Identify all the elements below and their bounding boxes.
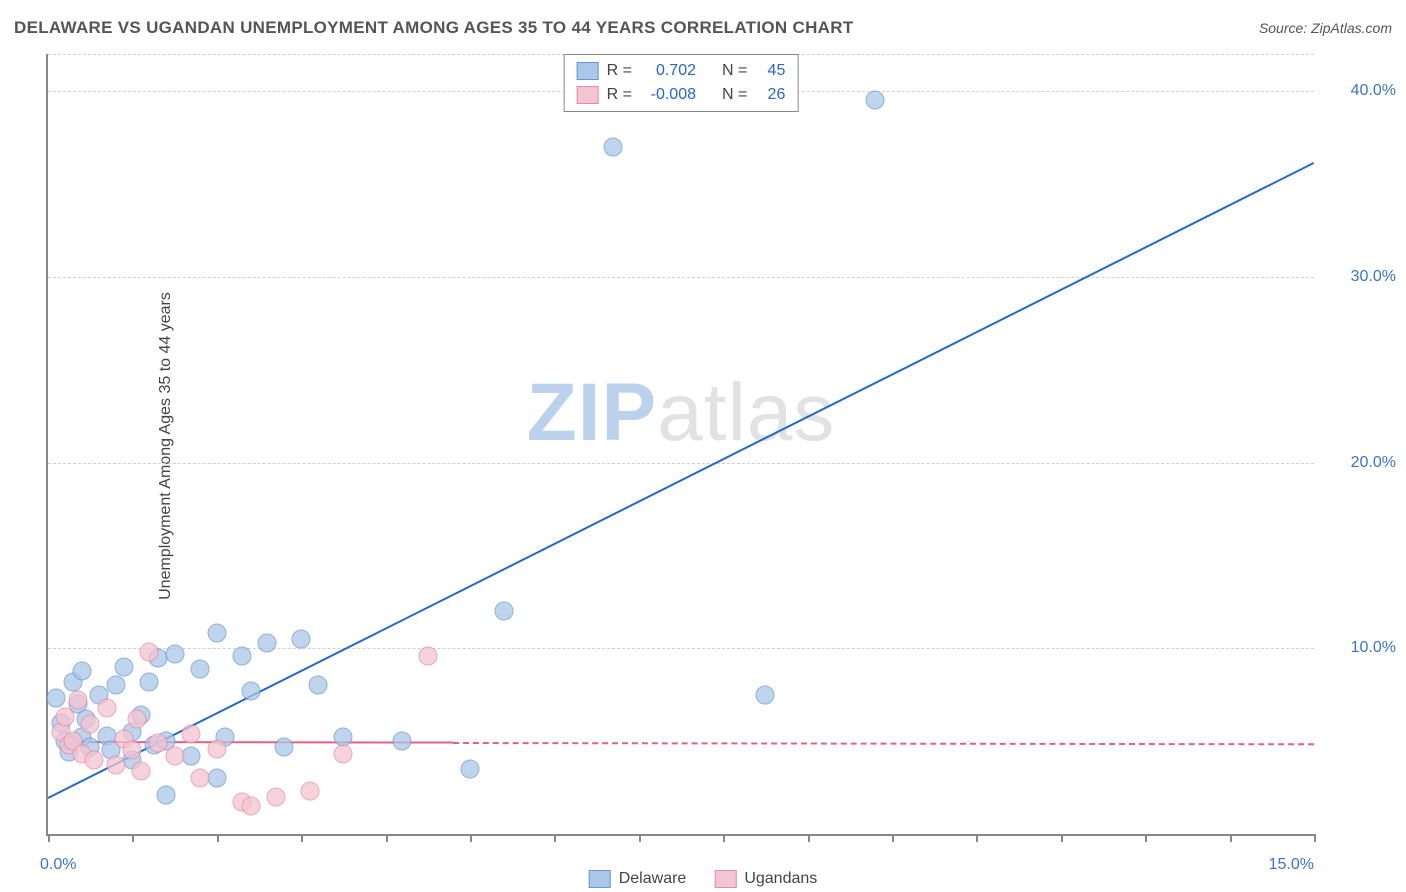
data-point: [68, 691, 87, 710]
data-point: [47, 689, 66, 708]
x-tick: [1145, 834, 1147, 842]
swatch-delaware: [577, 62, 599, 80]
chart-title: DELAWARE VS UGANDAN UNEMPLOYMENT AMONG A…: [14, 18, 854, 38]
y-tick-label: 20.0%: [1324, 454, 1396, 472]
x-tick: [1230, 834, 1232, 842]
data-point: [182, 747, 201, 766]
data-point: [165, 644, 184, 663]
data-point: [309, 676, 328, 695]
y-tick-label: 40.0%: [1324, 82, 1396, 100]
data-point: [207, 769, 226, 788]
data-point: [494, 602, 513, 621]
data-point: [756, 685, 775, 704]
x-tick: [1314, 834, 1316, 842]
swatch-ugandans: [577, 86, 599, 104]
legend-row-ugandans: R = -0.008 N = 26: [577, 83, 786, 107]
r-label: R =: [607, 83, 632, 107]
watermark-atlas: atlas: [657, 367, 835, 458]
data-point: [233, 646, 252, 665]
data-point: [300, 782, 319, 801]
data-point: [334, 745, 353, 764]
x-tick: [723, 834, 725, 842]
gridline-h: [48, 277, 1314, 278]
source-attribution: Source: ZipAtlas.com: [1259, 20, 1392, 36]
data-point: [393, 732, 412, 751]
data-point: [190, 769, 209, 788]
swatch-ugandans: [714, 870, 736, 888]
x-tick: [132, 834, 134, 842]
data-point: [114, 657, 133, 676]
data-point: [292, 630, 311, 649]
data-point: [123, 741, 142, 760]
x-tick: [386, 834, 388, 842]
x-tick: [554, 834, 556, 842]
data-point: [140, 643, 159, 662]
y-tick-label: 10.0%: [1324, 639, 1396, 657]
data-point: [72, 661, 91, 680]
y-tick-label: 30.0%: [1324, 268, 1396, 286]
trend-line: [48, 162, 1315, 799]
n-label: N =: [722, 83, 747, 107]
data-point: [127, 709, 146, 728]
watermark-zip: ZIP: [527, 367, 658, 458]
x-tick: [639, 834, 641, 842]
n-value-delaware: 45: [755, 59, 785, 83]
n-value-ugandans: 26: [755, 83, 785, 107]
trend-line: [453, 742, 1314, 745]
data-point: [604, 137, 623, 156]
legend-row-delaware: R = 0.702 N = 45: [577, 59, 786, 83]
data-point: [866, 91, 885, 110]
r-value-delaware: 0.702: [640, 59, 696, 83]
data-point: [98, 698, 117, 717]
r-label: R =: [607, 59, 632, 83]
data-point: [258, 633, 277, 652]
x-tick-max: 15.0%: [1269, 856, 1314, 874]
correlation-legend: R = 0.702 N = 45 R = -0.008 N = 26: [564, 54, 799, 112]
legend-item-ugandans: Ugandans: [714, 870, 817, 888]
data-point: [182, 724, 201, 743]
data-point: [207, 739, 226, 758]
series-legend: Delaware Ugandans: [589, 870, 818, 888]
title-bar: DELAWARE VS UGANDAN UNEMPLOYMENT AMONG A…: [14, 18, 1392, 38]
data-point: [207, 624, 226, 643]
x-tick: [808, 834, 810, 842]
data-point: [461, 760, 480, 779]
data-point: [85, 750, 104, 769]
data-point: [157, 786, 176, 805]
data-point: [275, 737, 294, 756]
data-point: [55, 708, 74, 727]
data-point: [81, 715, 100, 734]
data-point: [131, 761, 150, 780]
x-tick: [976, 834, 978, 842]
legend-label: Ugandans: [744, 870, 817, 888]
data-point: [165, 747, 184, 766]
data-point: [148, 734, 167, 753]
data-point: [241, 682, 260, 701]
watermark: ZIPatlas: [527, 366, 836, 460]
data-point: [190, 659, 209, 678]
r-value-ugandans: -0.008: [640, 83, 696, 107]
data-point: [106, 676, 125, 695]
x-tick: [48, 834, 50, 842]
x-tick: [470, 834, 472, 842]
data-point: [241, 797, 260, 816]
data-point: [418, 646, 437, 665]
n-label: N =: [722, 59, 747, 83]
legend-item-delaware: Delaware: [589, 870, 687, 888]
x-tick: [301, 834, 303, 842]
x-tick-min: 0.0%: [40, 856, 76, 874]
data-point: [140, 672, 159, 691]
plot-area: ZIPatlas R = 0.702 N = 45 R = -0.008 N =…: [46, 54, 1314, 836]
swatch-delaware: [589, 870, 611, 888]
legend-label: Delaware: [619, 870, 687, 888]
data-point: [106, 756, 125, 775]
data-point: [266, 787, 285, 806]
x-tick: [1061, 834, 1063, 842]
x-tick: [217, 834, 219, 842]
gridline-h: [48, 463, 1314, 464]
x-tick: [892, 834, 894, 842]
